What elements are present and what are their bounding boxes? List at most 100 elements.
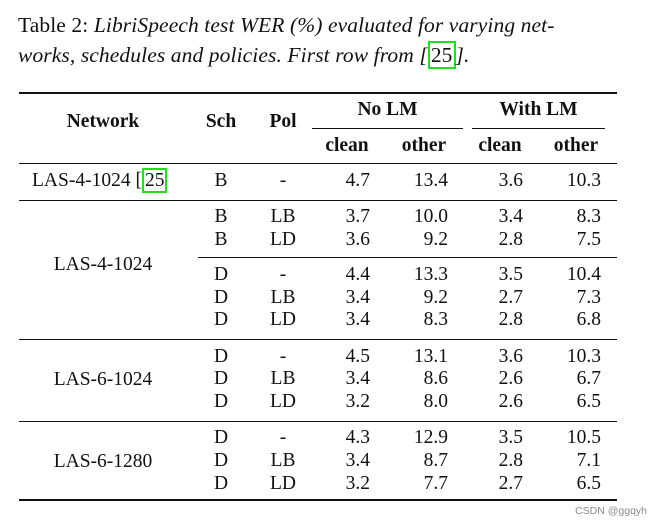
header-network: Network (66, 111, 140, 132)
caption-prefix: Table 2: (18, 13, 94, 37)
value-no-lm-other: 8.7 (423, 450, 448, 471)
policy-cell: LD (270, 229, 296, 250)
value-no-lm-other: 13.4 (413, 170, 448, 191)
policy-cell: - (279, 264, 287, 285)
schedule-cell: D (213, 346, 229, 367)
value-no-lm-clean: 3.4 (345, 368, 370, 389)
caption-line-1: Table 2: LibriSpeech test WER (%) evalua… (18, 10, 648, 40)
value-no-lm-other: 7.7 (423, 473, 448, 494)
value-with-lm-clean: 2.6 (498, 368, 523, 389)
caption-text-2: works, schedules and policies. First row… (18, 43, 428, 67)
value-no-lm-clean: 3.4 (345, 450, 370, 471)
value-with-lm-clean: 2.8 (498, 309, 523, 330)
schedule-cell: D (213, 309, 229, 330)
policy-cell: LD (270, 391, 296, 412)
header-schedule: Sch (205, 111, 237, 132)
schedule-cell: D (213, 473, 229, 494)
policy-cell: LB (270, 450, 296, 471)
bottom-rule (19, 499, 617, 501)
schedule-cell: D (213, 450, 229, 471)
header-other: other (401, 135, 447, 156)
network-cell: LAS-6-1024 (53, 369, 153, 390)
value-no-lm-other: 9.2 (423, 229, 448, 250)
value-with-lm-clean: 3.6 (498, 346, 523, 367)
value-no-lm-other: 8.3 (423, 309, 448, 330)
value-with-lm-clean: 3.6 (498, 170, 523, 191)
group-rule (19, 200, 617, 201)
value-with-lm-other: 10.4 (566, 264, 601, 285)
header-policy: Pol (269, 111, 297, 132)
table-caption: Table 2: LibriSpeech test WER (%) evalua… (18, 10, 648, 70)
policy-cell: LB (270, 368, 296, 389)
value-no-lm-clean: 3.7 (345, 206, 370, 227)
value-no-lm-clean: 4.5 (345, 346, 370, 367)
header-no-lm: No LM (357, 99, 418, 120)
header-clean: clean (325, 135, 369, 156)
schedule-cell: D (213, 287, 229, 308)
value-no-lm-clean: 3.2 (345, 391, 370, 412)
value-with-lm-clean: 3.4 (498, 206, 523, 227)
network-label: LAS-4-1024 [ (32, 170, 142, 191)
policy-cell: LD (270, 309, 296, 330)
schedule-cell: D (213, 391, 229, 412)
value-no-lm-clean: 3.2 (345, 473, 370, 494)
value-with-lm-clean: 2.7 (498, 287, 523, 308)
network-cell: LAS-4-1024 (53, 254, 153, 275)
value-no-lm-other: 13.1 (413, 346, 448, 367)
value-with-lm-other: 6.8 (576, 309, 601, 330)
schedule-cell: B (214, 170, 228, 191)
with-lm-underline (472, 128, 605, 129)
citation-link[interactable]: 25 (427, 41, 456, 69)
schedule-cell: B (214, 206, 228, 227)
value-with-lm-clean: 2.8 (498, 450, 523, 471)
value-no-lm-clean: 4.4 (345, 264, 370, 285)
value-no-lm-other: 8.6 (423, 368, 448, 389)
value-with-lm-other: 6.5 (576, 473, 601, 494)
value-with-lm-clean: 2.8 (498, 229, 523, 250)
header-clean: clean (478, 135, 522, 156)
group-rule (19, 421, 617, 422)
top-rule (19, 92, 617, 94)
schedule-cell: D (213, 427, 229, 448)
policy-cell: - (279, 346, 287, 367)
policy-cell: LD (270, 473, 296, 494)
value-with-lm-clean: 2.6 (498, 391, 523, 412)
value-with-lm-clean: 3.5 (498, 427, 523, 448)
citation-link[interactable]: 25 (141, 168, 168, 193)
header-other: other (553, 135, 599, 156)
header-rule (19, 163, 617, 164)
caption-text-1: LibriSpeech test WER (%) evaluated for v… (93, 13, 555, 37)
value-no-lm-clean: 4.3 (345, 427, 370, 448)
value-with-lm-clean: 3.5 (498, 264, 523, 285)
value-with-lm-other: 7.1 (576, 450, 601, 471)
group-rule (19, 339, 617, 340)
schedule-cell: D (213, 264, 229, 285)
schedule-cell: B (214, 229, 228, 250)
value-no-lm-clean: 3.4 (345, 287, 370, 308)
value-no-lm-other: 8.0 (423, 391, 448, 412)
value-no-lm-other: 9.2 (423, 287, 448, 308)
value-with-lm-other: 10.3 (566, 170, 601, 191)
value-no-lm-clean: 3.6 (345, 229, 370, 250)
network-cell: LAS-4-1024 [25 (32, 168, 182, 193)
watermark: CSDN @ggqyh (575, 505, 647, 517)
value-no-lm-clean: 3.4 (345, 309, 370, 330)
value-with-lm-other: 6.5 (576, 391, 601, 412)
caption-text-3: ]. (455, 43, 470, 67)
value-no-lm-other: 13.3 (413, 264, 448, 285)
policy-cell: - (279, 427, 287, 448)
policy-cell: - (279, 170, 287, 191)
no-lm-underline (312, 128, 463, 129)
network-cell: LAS-6-1280 (53, 451, 153, 472)
value-with-lm-other: 8.3 (576, 206, 601, 227)
value-with-lm-other: 10.3 (566, 346, 601, 367)
policy-cell: LB (270, 206, 296, 227)
value-no-lm-clean: 4.7 (345, 170, 370, 191)
value-with-lm-other: 6.7 (576, 368, 601, 389)
schedule-cell: D (213, 368, 229, 389)
value-with-lm-other: 7.5 (576, 229, 601, 250)
subgroup-rule (198, 257, 617, 258)
caption-line-2: works, schedules and policies. First row… (18, 40, 648, 70)
value-with-lm-other: 7.3 (576, 287, 601, 308)
value-no-lm-other: 12.9 (413, 427, 448, 448)
